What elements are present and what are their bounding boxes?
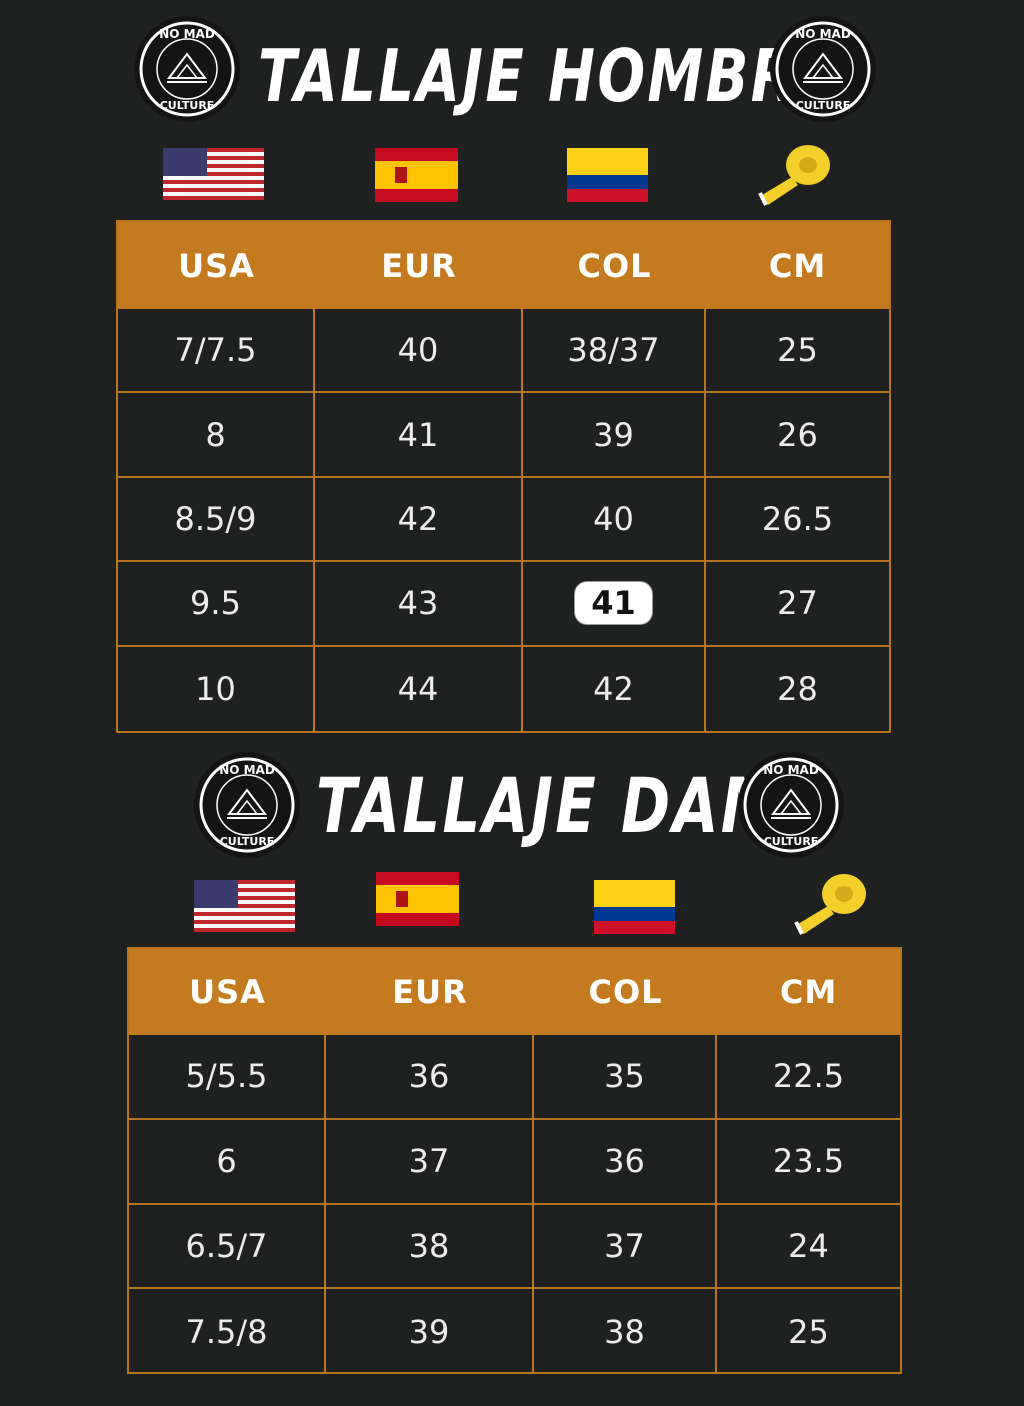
table-cell: 26.5 — [706, 478, 889, 563]
table-cell: 42 — [315, 477, 523, 563]
table-cell: 10 — [118, 646, 315, 731]
colombia-flag-icon — [594, 880, 675, 934]
table-cell: 37 — [534, 1204, 717, 1290]
header-eur: EUR — [326, 949, 534, 1035]
logo-top-text: NO MAD — [795, 27, 851, 41]
spain-flag-icon — [375, 148, 458, 202]
table-cell: 43 — [315, 562, 523, 647]
table-cell: 42 — [523, 646, 706, 731]
measuring-tape-icon — [756, 143, 832, 207]
table-cell: 7/7.5 — [118, 309, 315, 394]
table-cell: 39 — [326, 1289, 534, 1374]
table-cell: 22.5 — [717, 1035, 900, 1120]
header-cm: CM — [717, 949, 900, 1035]
header-col: COL — [523, 222, 706, 309]
table-cell: 9.5 — [118, 562, 315, 647]
table-cell: 41 — [315, 393, 523, 478]
logo-bottom-text: CULTURE — [796, 99, 851, 112]
logo-bottom-text: CULTURE — [220, 835, 275, 848]
nomad-culture-logo: NO MAD CULTURE — [134, 16, 240, 122]
table-cell: 40 — [523, 477, 706, 563]
usa-flag-icon — [163, 148, 264, 200]
header-usa: USA — [129, 949, 326, 1035]
header-col: COL — [534, 949, 717, 1035]
table-cell: 38/37 — [523, 309, 706, 394]
logo-bottom-text: CULTURE — [160, 99, 215, 112]
table-cell: 5/5.5 — [129, 1035, 326, 1120]
table-cell: 8.5/9 — [118, 477, 315, 563]
men-title: TALLAJE HOMBRE — [258, 34, 838, 118]
logo-top-text: NO MAD — [159, 27, 215, 41]
table-cell: 39 — [523, 393, 706, 478]
table-cell: 25 — [788, 1312, 829, 1351]
table-cell: 38 — [534, 1289, 717, 1374]
spain-flag-icon — [376, 872, 459, 926]
table-cell-highlighted: 41 — [523, 562, 706, 647]
header-eur: EUR — [315, 222, 523, 309]
table-cell: 27 — [706, 562, 889, 647]
men-size-table: USA EUR COL CM 7/7.5 40 38/37 25 8 41 39… — [116, 220, 891, 733]
table-cell: 6 — [129, 1119, 326, 1205]
table-cell: 36 — [534, 1119, 717, 1205]
logo-top-text: NO MAD — [763, 763, 819, 777]
table-cell: 26 — [706, 393, 889, 478]
table-cell: 44 — [315, 646, 523, 731]
table-cell: 23.5 — [717, 1120, 900, 1205]
table-cell: 7.5/8 — [129, 1289, 326, 1374]
nomad-culture-logo: NO MAD CULTURE — [770, 16, 876, 122]
logo-bottom-text: CULTURE — [764, 835, 819, 848]
table-cell: 28 — [777, 669, 818, 708]
usa-flag-icon — [194, 880, 295, 932]
nomad-culture-logo: NO MAD CULTURE — [194, 752, 300, 858]
table-cell: 40 — [315, 309, 523, 394]
header-usa: USA — [118, 222, 315, 309]
table-cell: 8 — [118, 393, 315, 478]
header-cm: CM — [706, 222, 889, 309]
logo-top-text: NO MAD — [219, 763, 275, 777]
table-cell: 24 — [717, 1205, 900, 1290]
women-size-table: USA EUR COL CM 5/5.5 36 35 22.5 6 37 36 … — [127, 947, 902, 1374]
table-cell: 35 — [534, 1035, 717, 1120]
table-cell: 38 — [326, 1204, 534, 1290]
measuring-tape-icon — [792, 872, 868, 936]
table-cell: 37 — [326, 1119, 534, 1205]
nomad-culture-logo: NO MAD CULTURE — [738, 752, 844, 858]
table-cell: 36 — [326, 1035, 534, 1120]
highlight-sticker: 41 — [575, 582, 652, 625]
table-cell: 6.5/7 — [129, 1204, 326, 1290]
colombia-flag-icon — [567, 148, 648, 202]
table-cell: 25 — [706, 309, 889, 394]
